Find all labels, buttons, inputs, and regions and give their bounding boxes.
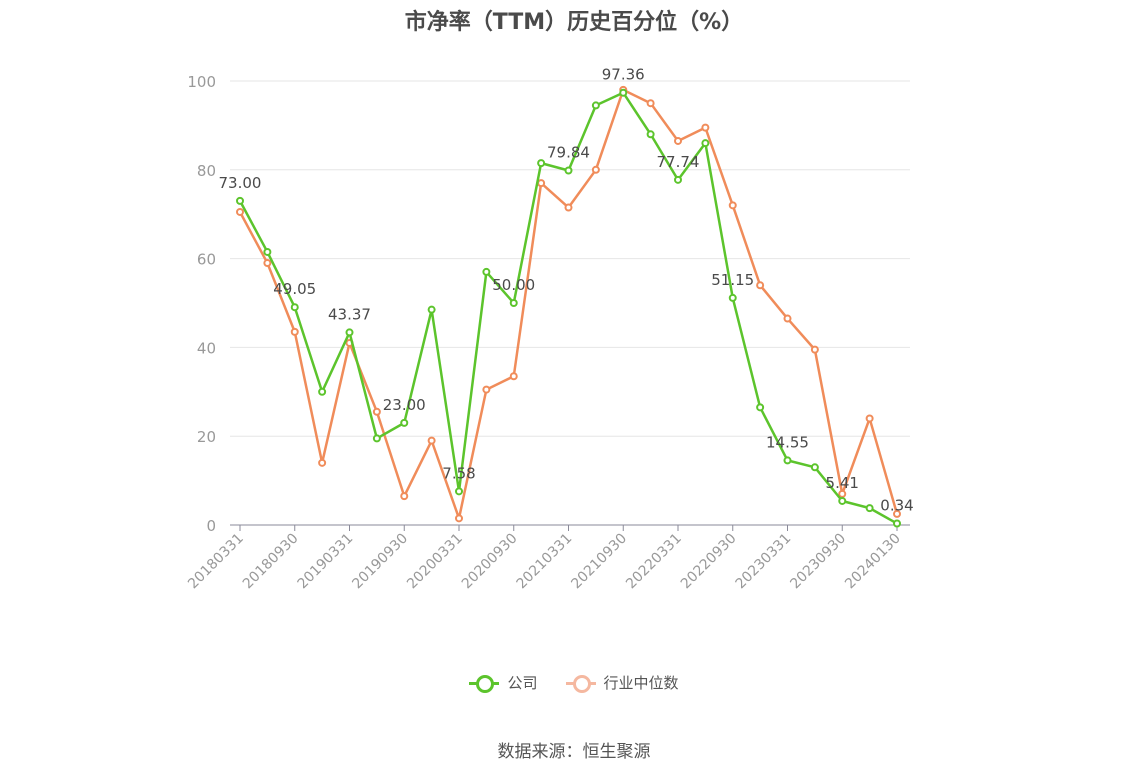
data-point <box>564 203 573 212</box>
x-tick-label: 20200331 <box>404 531 466 593</box>
data-point <box>509 299 518 307</box>
y-tick-label: 60 <box>197 251 216 269</box>
data-point <box>290 327 299 336</box>
data-label: 14.55 <box>766 433 809 451</box>
data-point <box>756 403 765 412</box>
data-point <box>236 207 244 216</box>
legend-industry-marker-icon <box>565 674 596 693</box>
data-point <box>865 414 874 423</box>
x-tick-label: 20240130 <box>842 531 904 593</box>
data-point <box>674 175 682 184</box>
data-point <box>263 259 272 268</box>
y-tick-label: 40 <box>197 339 216 357</box>
y-tick-label: 100 <box>187 73 216 91</box>
data-point <box>372 434 381 443</box>
x-tick-label: 20210930 <box>568 531 630 593</box>
data-point <box>455 514 463 523</box>
y-tick-label: 20 <box>197 428 216 446</box>
y-tick-label: 0 <box>206 517 216 535</box>
data-label: 43.37 <box>328 305 371 323</box>
data-point <box>400 492 409 501</box>
data-label: 73.00 <box>219 174 262 192</box>
data-point <box>482 267 491 276</box>
legend-company-label: 公司 <box>507 674 538 692</box>
data-point <box>646 130 655 139</box>
data-point <box>345 328 354 337</box>
x-tick-label: 20190930 <box>349 531 411 593</box>
data-point <box>701 123 710 132</box>
data-point <box>455 487 463 496</box>
x-tick-label: 20230331 <box>733 531 795 593</box>
data-label: 51.15 <box>711 271 754 289</box>
data-label: 77.74 <box>657 153 700 171</box>
data-label: 50.00 <box>492 276 535 294</box>
gridlines <box>230 80 910 437</box>
data-point <box>591 101 600 110</box>
data-point <box>318 387 327 396</box>
x-tick-label: 20230930 <box>787 531 849 593</box>
legend-company-marker-icon <box>469 674 500 693</box>
data-label: 97.36 <box>602 66 645 84</box>
data-point <box>537 179 546 188</box>
series-layer <box>236 85 901 528</box>
data-point <box>427 436 436 445</box>
data-point <box>318 458 327 467</box>
data-point <box>509 372 518 381</box>
data-point <box>838 489 847 498</box>
data-point <box>783 314 792 323</box>
x-tick-label: 20200930 <box>459 531 521 593</box>
legend-industry-label: 行业中位数 <box>603 674 679 692</box>
data-point <box>756 281 765 290</box>
x-tick-label: 20180930 <box>240 531 302 593</box>
data-label: 23.00 <box>383 396 426 414</box>
data-point <box>810 345 819 354</box>
x-tick-label: 20180331 <box>185 531 247 593</box>
data-point <box>619 88 628 97</box>
y-axis: 0 20 40 60 80 100 <box>187 73 216 535</box>
data-point <box>728 201 737 210</box>
data-point <box>482 385 491 394</box>
data-point <box>674 136 682 145</box>
data-label: 5.41 <box>826 474 859 492</box>
data-label: 7.58 <box>442 464 475 482</box>
data-point <box>537 159 546 168</box>
data-point <box>372 407 381 416</box>
data-point <box>810 463 819 472</box>
legend-item-industry-median[interactable]: 行业中位数 <box>565 672 679 693</box>
data-label: 49.05 <box>273 280 316 298</box>
legend: 公司 行业中位数 <box>0 672 1148 693</box>
data-point <box>646 99 655 108</box>
x-tick-label: 20220331 <box>623 531 685 593</box>
data-label: 0.34 <box>880 496 913 514</box>
data-point <box>427 305 436 314</box>
data-labels: 73.00 49.05 43.37 23.00 7.58 50.00 79.84 97.36 7… <box>219 66 914 515</box>
legend-item-company[interactable]: 公司 <box>469 672 538 693</box>
data-point <box>701 139 710 148</box>
x-axis: 2018033120180930201903312019093020200331… <box>185 524 910 593</box>
data-point <box>783 456 792 465</box>
data-point <box>893 509 901 518</box>
data-source: 数据来源：恒生聚源 <box>497 742 651 762</box>
data-point <box>564 166 573 175</box>
data-point <box>263 247 272 256</box>
data-point <box>728 293 737 302</box>
data-point <box>400 418 409 427</box>
chart-title: 市净率（TTM）历史百分位（%） <box>404 10 744 35</box>
data-point <box>591 165 600 174</box>
data-point <box>893 519 901 528</box>
data-point <box>838 496 847 505</box>
data-point <box>865 504 874 513</box>
x-tick-label: 20210331 <box>514 531 576 593</box>
data-point <box>236 196 244 205</box>
x-tick-label: 20220930 <box>678 531 740 593</box>
data-point <box>290 303 299 312</box>
y-tick-label: 80 <box>197 162 216 180</box>
x-tick-label: 20190331 <box>295 531 357 593</box>
data-label: 79.84 <box>547 144 590 162</box>
